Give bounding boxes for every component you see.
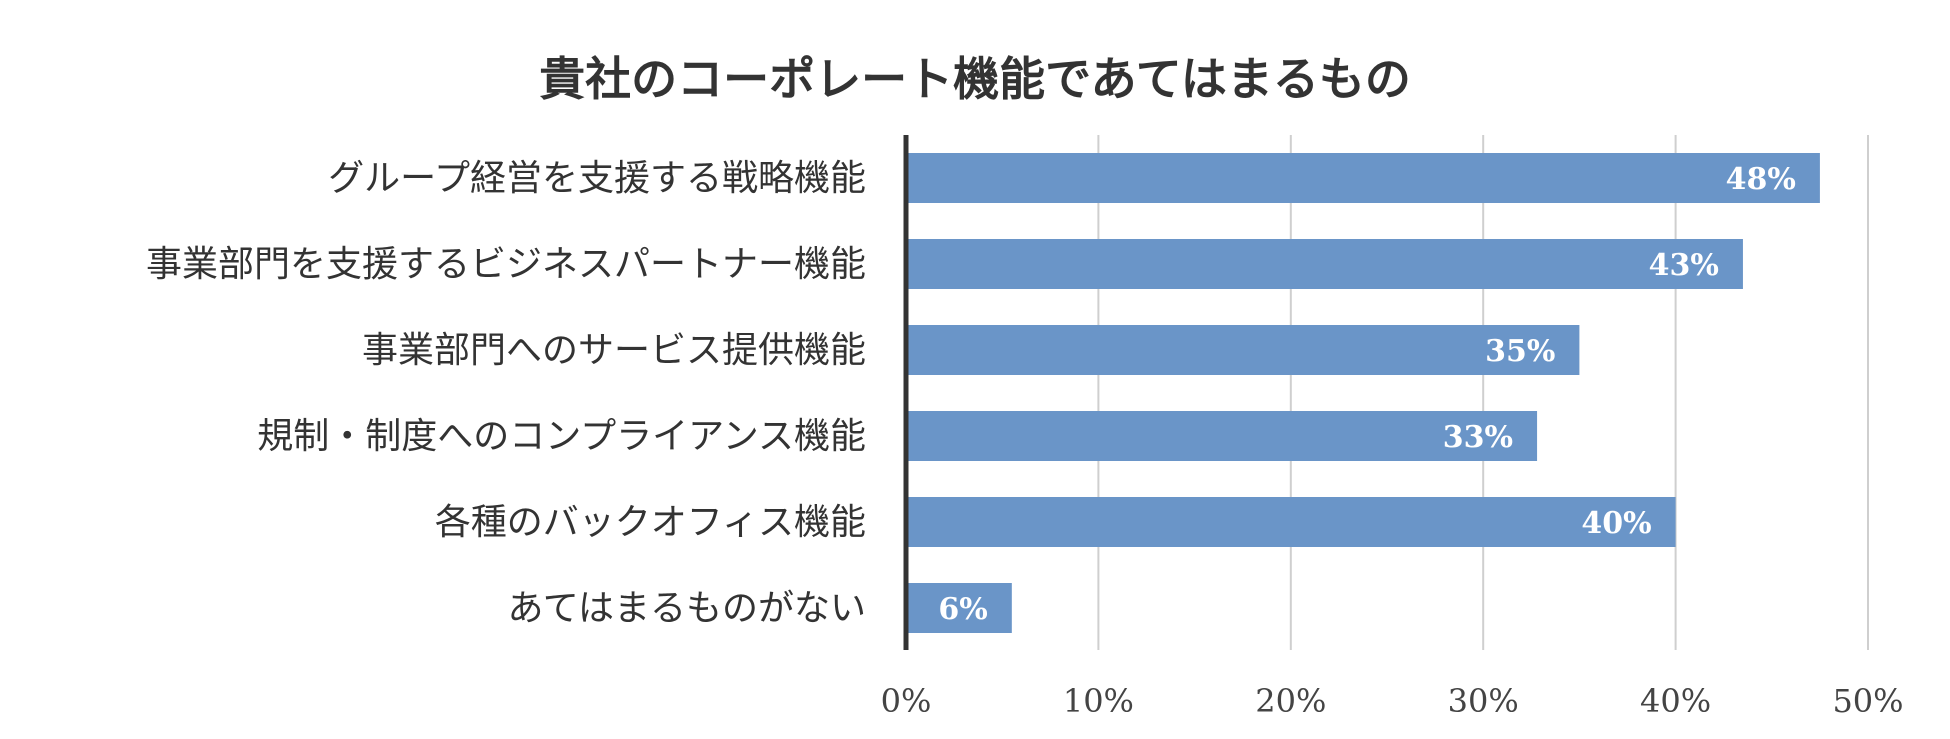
- data-label: 43%: [1649, 248, 1719, 283]
- x-tick-label: 10%: [1063, 682, 1134, 720]
- category-labels: グループ経営を支援する戦略機能事業部門を支援するビジネスパートナー機能事業部門へ…: [146, 158, 866, 629]
- category-label: 事業部門を支援するビジネスパートナー機能: [146, 244, 866, 285]
- bar: [906, 153, 1820, 203]
- bar: [906, 583, 1012, 633]
- x-tick-label: 50%: [1832, 682, 1903, 720]
- bar-layer: [906, 153, 1820, 633]
- data-labels: 48% 43% 35% 33% 40% 6%: [938, 162, 1795, 627]
- category-label: グループ経営を支援する戦略機能: [328, 158, 866, 199]
- category-label: あてはまるものがない: [507, 588, 866, 629]
- grid-layer: [1097, 135, 1869, 650]
- data-label: 48%: [1726, 162, 1796, 197]
- data-label: 33%: [1443, 420, 1513, 455]
- x-tick-label: 30%: [1448, 682, 1519, 720]
- bar: [906, 239, 1743, 289]
- bar: [906, 411, 1538, 461]
- x-tick-label: 20%: [1255, 682, 1326, 720]
- data-label: 35%: [1485, 334, 1555, 369]
- chart-title: 貴社のコーポレート機能であてはまるもの: [539, 52, 1411, 106]
- category-label: 各種のバックオフィス機能: [435, 502, 866, 543]
- bar: [906, 325, 1580, 375]
- data-label: 40%: [1581, 506, 1651, 541]
- bar: [906, 497, 1676, 547]
- category-label: 事業部門へのサービス提供機能: [362, 330, 866, 371]
- x-tick-label: 0%: [881, 682, 932, 720]
- x-tick-label: 40%: [1640, 682, 1711, 720]
- category-label: 規制・制度へのコンプライアンス機能: [257, 416, 866, 457]
- data-label: 6%: [938, 592, 987, 627]
- x-axis-tick-labels: 0% 10% 20% 30% 40% 50%: [881, 682, 1904, 720]
